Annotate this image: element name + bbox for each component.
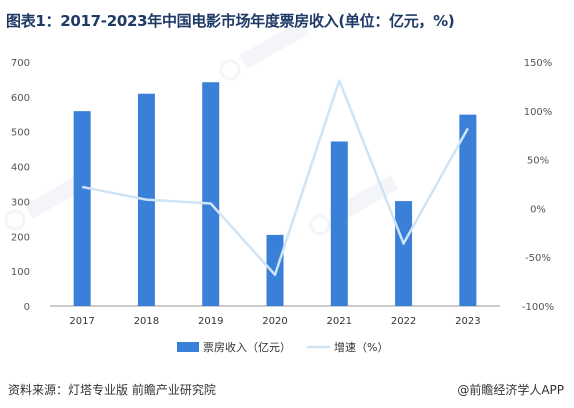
y-left-tick-label: 700: [11, 58, 30, 69]
bar: [459, 114, 477, 307]
y-left-tick-label: 0: [24, 302, 30, 313]
legend-swatch-bar: [177, 342, 199, 352]
y-left-tick-label: 200: [11, 232, 30, 243]
y-right-tick-label: 100%: [524, 107, 553, 118]
chart-title: 图表1：2017-2023年中国电影市场年度票房收入(单位：亿元，%): [6, 12, 455, 30]
x-tick-label: 2019: [198, 316, 223, 327]
y-right-tick-label: 150%: [524, 58, 553, 69]
y-right-tick-label: -100%: [522, 302, 554, 313]
bar: [395, 201, 413, 306]
growth-line: [81, 79, 469, 277]
bar: [202, 82, 220, 307]
legend-label-growth: 增速（%）: [334, 340, 388, 354]
x-tick-label: 2021: [327, 316, 352, 327]
y-left-tick-label: 100: [11, 267, 30, 278]
x-tick-label: 2022: [391, 316, 416, 327]
bar: [330, 141, 348, 306]
x-tick-label: 2018: [134, 316, 159, 327]
brand-label: @前瞻经济学人APP: [457, 383, 564, 397]
y-right-tick-label: -50%: [525, 253, 551, 264]
y-left-tick-label: 600: [11, 93, 30, 104]
bar: [73, 111, 91, 306]
y-left-tick-label: 400: [11, 163, 30, 174]
x-tick-label: 2020: [262, 316, 287, 327]
legend-label-revenue: 票房收入（亿元）: [203, 340, 291, 354]
y-left-tick-label: 300: [11, 197, 30, 208]
bar: [266, 234, 284, 306]
x-tick-label: 2023: [455, 316, 480, 327]
source-note: 资料来源：灯塔专业版 前瞻产业研究院: [8, 383, 216, 397]
y-right-tick-label: 50%: [527, 156, 549, 167]
y-right-tick-label: 0%: [530, 204, 546, 215]
x-tick-label: 2017: [69, 316, 94, 327]
y-left-tick-label: 500: [11, 128, 30, 139]
